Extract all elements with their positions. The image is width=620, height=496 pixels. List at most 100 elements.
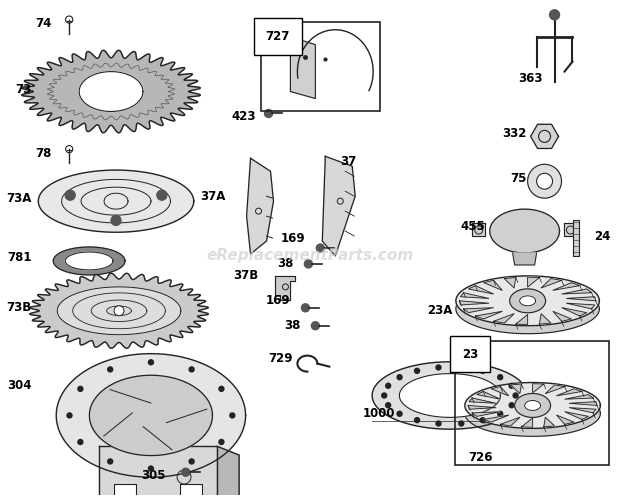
Circle shape bbox=[230, 413, 235, 418]
Circle shape bbox=[316, 244, 324, 252]
Circle shape bbox=[182, 468, 190, 476]
Text: 169: 169 bbox=[266, 294, 290, 308]
Polygon shape bbox=[565, 395, 593, 399]
Polygon shape bbox=[553, 283, 580, 290]
Polygon shape bbox=[468, 405, 496, 409]
Polygon shape bbox=[472, 223, 485, 236]
Text: 24: 24 bbox=[595, 230, 611, 243]
Text: 423: 423 bbox=[231, 110, 255, 123]
Text: 169: 169 bbox=[281, 232, 306, 245]
Polygon shape bbox=[557, 389, 582, 396]
Circle shape bbox=[415, 418, 420, 423]
Text: 37B: 37B bbox=[233, 269, 259, 282]
Polygon shape bbox=[38, 170, 194, 232]
Polygon shape bbox=[476, 311, 502, 319]
Circle shape bbox=[311, 322, 319, 330]
Polygon shape bbox=[399, 373, 500, 418]
Polygon shape bbox=[114, 484, 136, 496]
Polygon shape bbox=[553, 311, 572, 321]
Polygon shape bbox=[567, 297, 596, 301]
Polygon shape bbox=[290, 37, 316, 99]
Polygon shape bbox=[516, 314, 528, 324]
Text: 37A: 37A bbox=[200, 189, 226, 203]
Text: 38: 38 bbox=[277, 257, 293, 270]
Text: 73: 73 bbox=[15, 83, 32, 96]
Polygon shape bbox=[525, 400, 541, 411]
Circle shape bbox=[382, 393, 387, 398]
Polygon shape bbox=[89, 375, 213, 456]
Bar bbox=[260, 22, 380, 112]
Circle shape bbox=[549, 10, 559, 20]
Polygon shape bbox=[539, 313, 551, 324]
Polygon shape bbox=[465, 382, 600, 429]
Polygon shape bbox=[567, 303, 595, 309]
Polygon shape bbox=[456, 284, 600, 334]
Circle shape bbox=[189, 459, 194, 464]
Polygon shape bbox=[465, 390, 600, 436]
Polygon shape bbox=[79, 71, 143, 112]
Text: 727: 727 bbox=[265, 30, 290, 43]
Polygon shape bbox=[456, 276, 600, 326]
Polygon shape bbox=[513, 253, 536, 265]
Circle shape bbox=[108, 459, 113, 464]
Polygon shape bbox=[504, 277, 516, 288]
Circle shape bbox=[397, 411, 402, 416]
Text: 38: 38 bbox=[284, 319, 301, 332]
Polygon shape bbox=[217, 446, 239, 496]
Polygon shape bbox=[515, 393, 551, 418]
Circle shape bbox=[436, 421, 441, 426]
Polygon shape bbox=[483, 415, 508, 422]
Circle shape bbox=[480, 418, 485, 423]
Polygon shape bbox=[557, 415, 574, 424]
Text: 332: 332 bbox=[502, 127, 526, 140]
Polygon shape bbox=[569, 402, 597, 405]
Text: 304: 304 bbox=[7, 379, 32, 392]
Circle shape bbox=[415, 369, 420, 373]
Circle shape bbox=[67, 413, 72, 418]
Polygon shape bbox=[565, 412, 588, 420]
Polygon shape bbox=[53, 247, 125, 275]
Text: 73B: 73B bbox=[6, 301, 32, 314]
Text: 23A: 23A bbox=[428, 304, 453, 317]
Circle shape bbox=[189, 367, 194, 372]
Circle shape bbox=[509, 383, 514, 388]
Polygon shape bbox=[569, 408, 596, 413]
Polygon shape bbox=[57, 287, 181, 335]
Polygon shape bbox=[531, 124, 559, 148]
Polygon shape bbox=[562, 289, 591, 294]
Text: 73A: 73A bbox=[6, 191, 32, 205]
Text: 455: 455 bbox=[460, 220, 485, 233]
Text: 729: 729 bbox=[268, 352, 293, 365]
Polygon shape bbox=[562, 308, 587, 316]
Polygon shape bbox=[459, 301, 489, 305]
Circle shape bbox=[509, 403, 514, 408]
Polygon shape bbox=[533, 384, 544, 393]
Circle shape bbox=[111, 215, 121, 225]
Polygon shape bbox=[322, 156, 355, 256]
Polygon shape bbox=[469, 398, 496, 403]
Polygon shape bbox=[521, 418, 533, 427]
Circle shape bbox=[78, 386, 83, 391]
Circle shape bbox=[459, 421, 464, 426]
Polygon shape bbox=[520, 296, 536, 306]
Circle shape bbox=[219, 386, 224, 391]
Polygon shape bbox=[22, 50, 200, 133]
Bar bbox=[455, 341, 609, 465]
Text: 37: 37 bbox=[340, 155, 356, 168]
Text: 74: 74 bbox=[35, 17, 51, 30]
Text: 781: 781 bbox=[7, 251, 32, 264]
Polygon shape bbox=[528, 277, 539, 287]
Polygon shape bbox=[275, 276, 295, 300]
Circle shape bbox=[157, 190, 167, 200]
Circle shape bbox=[459, 365, 464, 370]
Text: 305: 305 bbox=[141, 469, 166, 482]
Polygon shape bbox=[491, 386, 508, 396]
Polygon shape bbox=[477, 391, 500, 399]
Polygon shape bbox=[372, 362, 528, 429]
Circle shape bbox=[498, 411, 503, 416]
Polygon shape bbox=[528, 164, 562, 198]
Bar bbox=[574, 220, 580, 256]
Text: 1000: 1000 bbox=[363, 407, 395, 420]
Polygon shape bbox=[536, 173, 552, 189]
Text: 23: 23 bbox=[462, 348, 478, 361]
